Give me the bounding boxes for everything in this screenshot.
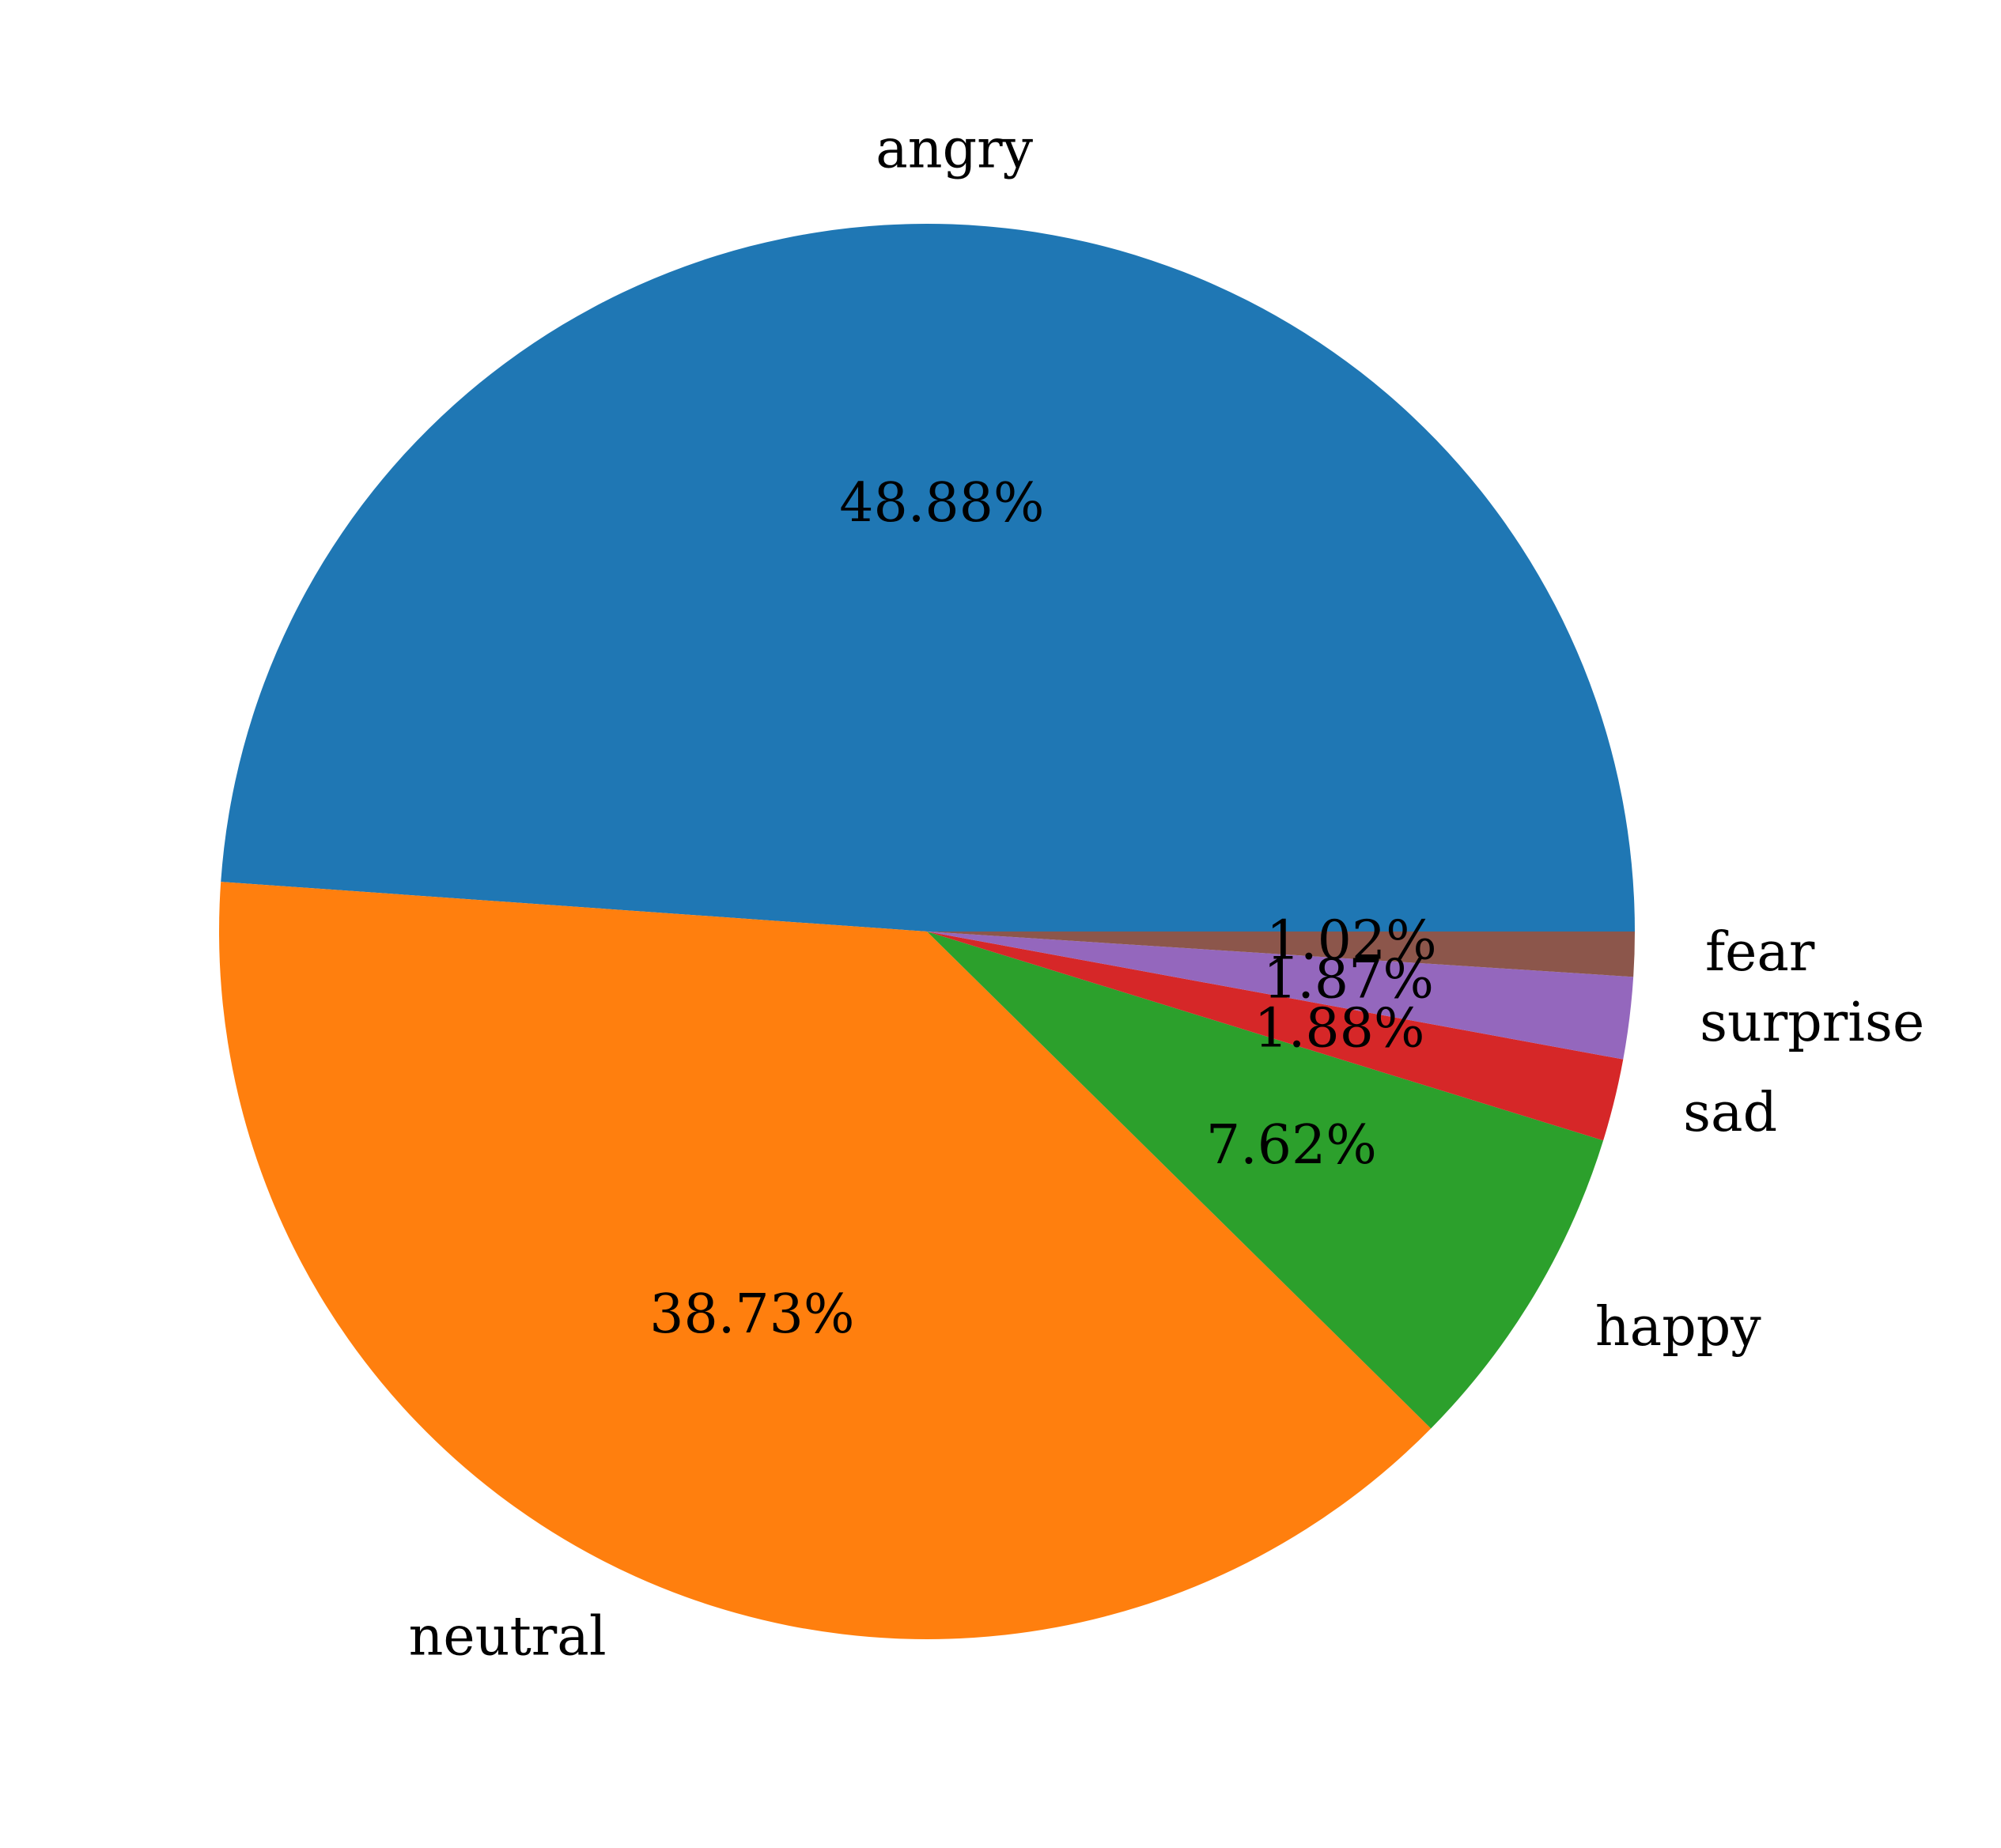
slice-neutral xyxy=(219,882,1432,1639)
slice-angry xyxy=(221,223,1635,932)
category-label-sad: sad xyxy=(1683,1082,1777,1144)
slice-sad xyxy=(927,932,1624,1141)
percentage-label-angry: 48.88% xyxy=(839,472,1044,535)
slice-surprise xyxy=(927,932,1634,1060)
category-label-neutral: neutral xyxy=(409,1606,607,1668)
percentage-label-sad: 1.88% xyxy=(1254,997,1425,1060)
percentage-label-neutral: 38.73% xyxy=(649,1283,854,1346)
category-label-fear: fear xyxy=(1705,921,1815,984)
percentage-label-fear: 1.02% xyxy=(1266,910,1437,973)
category-labels: angry neutral happy sad surprise fear xyxy=(409,119,1925,1668)
category-label-angry: angry xyxy=(876,119,1033,181)
slice-happy xyxy=(927,932,1604,1429)
percentage-labels: 48.88% 38.73% 7.62% 1.88%1.87%1.02% xyxy=(649,472,1437,1346)
percentage-label-happy: 7.62% xyxy=(1206,1114,1377,1177)
category-label-surprise: surprise xyxy=(1700,992,1924,1054)
pie-slices xyxy=(219,223,1635,1639)
category-label-happy: happy xyxy=(1595,1296,1761,1359)
slice-fear xyxy=(927,932,1635,977)
percentage-label-surprise: 1.87% xyxy=(1263,948,1434,1011)
